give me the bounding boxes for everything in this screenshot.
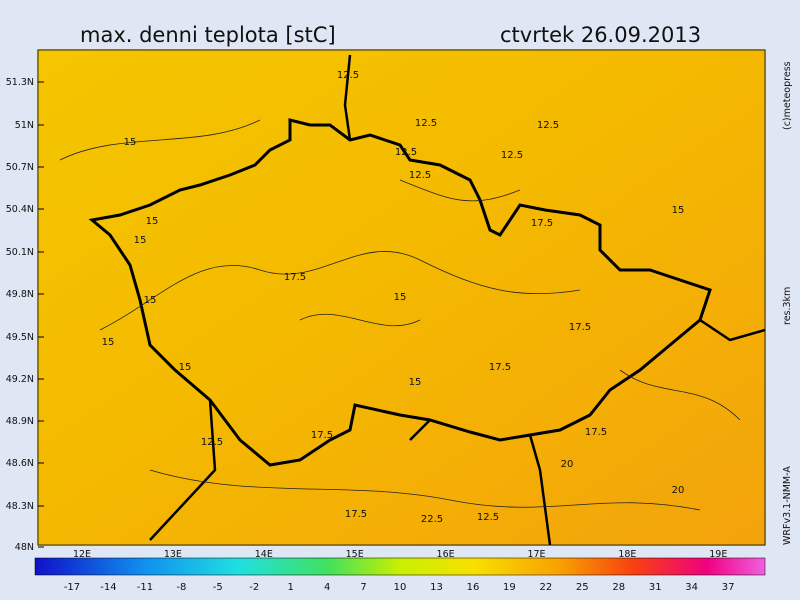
- contour-label: 22.5: [421, 514, 443, 525]
- lat-label: 50.4N: [6, 204, 34, 215]
- contour-label: 17.5: [531, 218, 553, 229]
- colorbar-tick-label: 13: [430, 582, 443, 593]
- colorbar-tick-label: 1: [288, 582, 294, 593]
- colorbar-tick-label: -2: [249, 582, 259, 593]
- contour-label: 15: [179, 362, 192, 373]
- colorbar-tick-label: -5: [213, 582, 223, 593]
- date: ctvrtek 26.09.2013: [500, 23, 701, 47]
- colorbar: [34, 557, 766, 576]
- contour-label: 17.5: [311, 430, 333, 441]
- lon-label: 12E: [73, 549, 91, 560]
- contour-label: 17.5: [284, 272, 306, 283]
- neighbor-borders: [149, 54, 766, 546]
- colorbar-tick-label: 34: [685, 582, 698, 593]
- colorbar-tick-label: 19: [503, 582, 516, 593]
- contour-label: 12.5: [501, 150, 523, 161]
- colorbar-tick-label: 25: [576, 582, 589, 593]
- colorbar-tick-label: -11: [137, 582, 153, 593]
- contour-label: 12.5: [395, 147, 417, 158]
- contour-label: 17.5: [585, 427, 607, 438]
- contour-label: 12.5: [337, 70, 359, 81]
- contour-label: 15: [124, 137, 137, 148]
- lat-label: 48.6N: [6, 458, 34, 469]
- contour-label: 15: [146, 216, 159, 227]
- lon-label: 13E: [164, 549, 182, 560]
- title: max. denni teplota [stC]: [80, 23, 336, 47]
- lat-label: 48.9N: [6, 416, 34, 427]
- contour-label: 17.5: [569, 322, 591, 333]
- lat-label: 50.1N: [6, 247, 34, 258]
- contour-label: 20: [561, 459, 574, 470]
- lat-label: 51.3N: [6, 77, 34, 88]
- lon-label: 18E: [618, 549, 636, 560]
- lon-label: 17E: [527, 549, 545, 560]
- contour-label: 15: [102, 337, 115, 348]
- colorbar-tick-label: 37: [722, 582, 735, 593]
- model: WRFv3.1-NMM-A: [782, 466, 793, 545]
- contour-label: 17.5: [489, 362, 511, 373]
- contour-label: 17.5: [345, 509, 367, 520]
- lat-label: 48.3N: [6, 501, 34, 512]
- contour-label: 20: [672, 485, 685, 496]
- contour-label: 12.5: [415, 118, 437, 129]
- contour-label: 12.5: [201, 437, 223, 448]
- colorbar-tick-label: 28: [612, 582, 625, 593]
- colorbar-tick-label: 7: [360, 582, 366, 593]
- map-area: [37, 49, 766, 546]
- lat-label: 49.5N: [6, 332, 34, 343]
- colorbar-tick-label: 31: [649, 582, 662, 593]
- colorbar-tick-label: -17: [64, 582, 80, 593]
- lat-label: 48N: [15, 542, 34, 553]
- lat-label: 51N: [15, 120, 34, 131]
- lat-label: 49.8N: [6, 289, 34, 300]
- lat-label: 50.7N: [6, 162, 34, 173]
- colorbar-tick-label: 4: [324, 582, 330, 593]
- contour-label: 15: [144, 295, 157, 306]
- contour-label: 15: [134, 235, 147, 246]
- lon-label: 19E: [709, 549, 727, 560]
- lon-label: 15E: [346, 549, 364, 560]
- contour-label: 12.5: [477, 512, 499, 523]
- country-border: [88, 118, 712, 467]
- colorbar-tick-label: -8: [176, 582, 186, 593]
- contour-label: 15: [672, 205, 685, 216]
- lon-label: 16E: [437, 549, 455, 560]
- lat-label: 49.2N: [6, 374, 34, 385]
- contour-label: 15: [394, 292, 407, 303]
- colorbar-tick-label: 16: [467, 582, 480, 593]
- contours: [59, 119, 741, 511]
- colorbar-tick-label: 10: [394, 582, 407, 593]
- map-shade: [38, 50, 765, 545]
- resolution: res.3km: [782, 287, 793, 325]
- contour-label: 12.5: [409, 170, 431, 181]
- contour-label: 12.5: [537, 120, 559, 131]
- colorbar-tick-label: -14: [100, 582, 116, 593]
- lon-label: 14E: [255, 549, 273, 560]
- colorbar-tick-label: 22: [539, 582, 552, 593]
- contour-label: 15: [409, 377, 422, 388]
- copyright: (c)meteopress: [782, 61, 793, 130]
